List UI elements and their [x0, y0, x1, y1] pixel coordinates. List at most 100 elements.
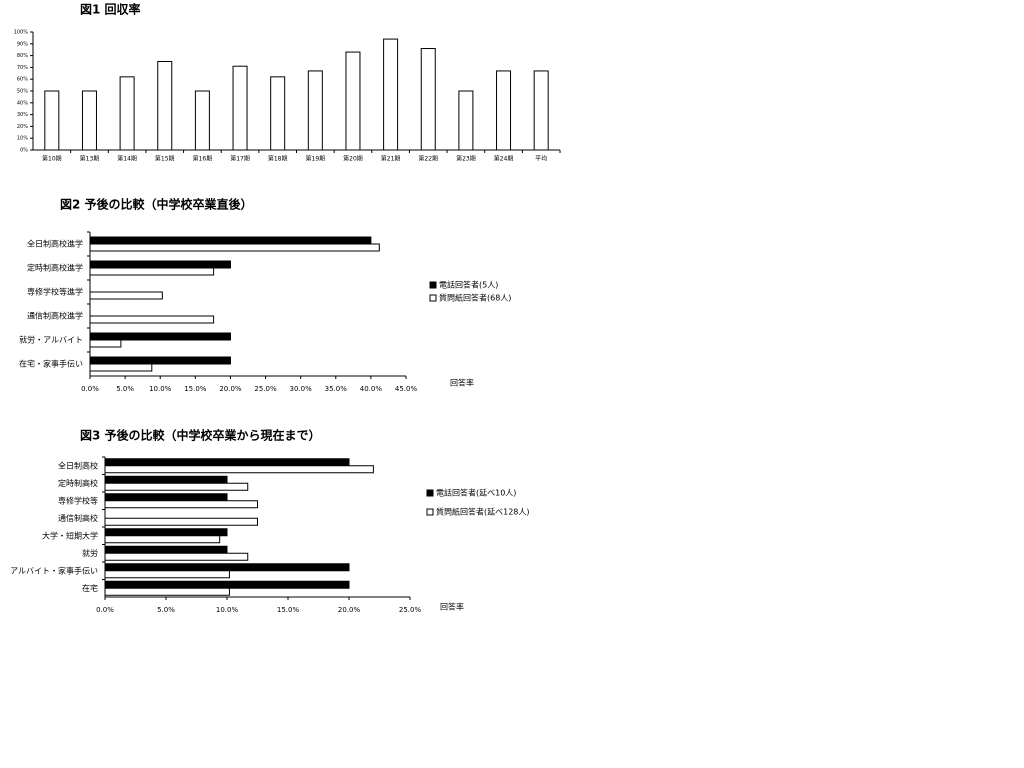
y-tick-label: 30% — [17, 112, 28, 118]
x-tick-label: 20.0% — [219, 385, 242, 393]
legend-label: 電話回答者(延べ10人) — [436, 488, 516, 498]
legend-marker — [426, 489, 434, 497]
bar — [89, 267, 215, 276]
x-tick-label: 第10期 — [42, 155, 62, 163]
x-tick-label: 第24期 — [494, 155, 514, 163]
bar — [104, 563, 350, 572]
bar — [232, 65, 248, 151]
chart-title: 図1 回収率 — [80, 2, 141, 17]
x-tick-label: 30.0% — [290, 385, 313, 393]
bar — [44, 90, 60, 151]
x-tick-label: 第20期 — [343, 155, 363, 163]
bar — [104, 517, 258, 526]
category-label: 通信制高校進学 — [27, 311, 83, 321]
category-label: 通信制高校 — [58, 513, 98, 523]
bar — [496, 70, 512, 151]
bar — [104, 535, 221, 544]
x-tick-label: 第14期 — [117, 155, 137, 163]
bar — [104, 552, 249, 561]
category-label: 定時制高校 — [58, 478, 98, 488]
chart-title: 図2 予後の比較（中学校卒業直後） — [60, 197, 253, 212]
x-tick-label: 0.0% — [96, 606, 114, 614]
x-tick-label: 第21期 — [381, 155, 401, 163]
legend-label: 電話回答者(5人) — [439, 280, 498, 290]
y-tick-label: 90% — [17, 41, 28, 47]
bar — [89, 315, 215, 324]
category-label: 専修学校等進学 — [27, 287, 83, 297]
x-tick-label: 平均 — [535, 155, 547, 163]
x-tick-label: 第17期 — [230, 155, 250, 163]
x-tick-label: 40.0% — [360, 385, 383, 393]
x-tick-label: 10.0% — [149, 385, 172, 393]
x-tick-label: 5.0% — [116, 385, 134, 393]
category-label: 大学・短期大学 — [42, 530, 98, 540]
bar — [119, 76, 135, 151]
bar — [89, 332, 231, 341]
bar — [89, 236, 372, 245]
category-label: 在宅 — [82, 583, 98, 593]
x-tick-label: 25.0% — [399, 606, 422, 614]
bar — [89, 363, 153, 372]
bar — [104, 570, 230, 579]
bar — [89, 243, 380, 252]
bar — [89, 291, 163, 300]
legend-marker — [429, 281, 437, 289]
x-tick-label: 0.0% — [81, 385, 99, 393]
bar — [104, 458, 350, 467]
bar — [104, 528, 228, 537]
bar — [89, 356, 231, 365]
y-tick-label: 60% — [17, 77, 28, 83]
x-tick-label: 35.0% — [325, 385, 348, 393]
category-label: アルバイト・家事手伝い — [10, 565, 98, 575]
bar — [104, 475, 228, 484]
bar — [104, 500, 258, 509]
x-tick-label: 15.0% — [277, 606, 300, 614]
category-label: 就労 — [82, 548, 98, 558]
x-tick-label: 第23期 — [456, 155, 476, 163]
legend-marker — [429, 294, 437, 302]
bar — [420, 48, 436, 151]
bar — [194, 90, 210, 151]
bar — [89, 339, 122, 348]
bar — [383, 38, 399, 151]
x-axis-label: 回答率 — [450, 378, 474, 388]
legend-label: 質問紙回答者(68人) — [439, 293, 511, 303]
y-tick-label: 10% — [17, 136, 28, 142]
category-label: 全日制高校進学 — [27, 239, 83, 249]
x-tick-label: 第18期 — [268, 155, 288, 163]
bar — [104, 587, 230, 596]
bar — [345, 51, 361, 151]
bar — [157, 61, 173, 151]
y-tick-label: 40% — [17, 100, 28, 106]
x-tick-label: 20.0% — [338, 606, 361, 614]
bar — [533, 70, 549, 151]
x-tick-label: 5.0% — [157, 606, 175, 614]
bar — [458, 90, 474, 151]
bar — [81, 90, 97, 151]
x-axis-label: 回答率 — [440, 602, 464, 612]
y-tick-label: 70% — [17, 65, 28, 71]
y-tick-label: 50% — [17, 89, 28, 95]
y-tick-label: 20% — [17, 124, 28, 130]
x-tick-label: 45.0% — [395, 385, 418, 393]
x-tick-label: 10.0% — [216, 606, 239, 614]
y-tick-label: 0% — [20, 148, 28, 154]
bar — [307, 70, 323, 151]
bar — [104, 465, 374, 474]
category-label: 定時制高校進学 — [27, 263, 83, 273]
category-label: 就労・アルバイト — [19, 335, 83, 345]
bar — [104, 545, 228, 554]
x-tick-label: 第22期 — [418, 155, 438, 163]
x-tick-label: 15.0% — [184, 385, 207, 393]
legend-marker — [426, 508, 434, 516]
category-label: 全日制高校 — [58, 460, 98, 470]
x-tick-label: 25.0% — [254, 385, 277, 393]
legend-label: 質問紙回答者(延べ128人) — [436, 507, 530, 517]
category-label: 専修学校等 — [58, 495, 98, 505]
chart-title: 図3 予後の比較（中学校卒業から現在まで） — [80, 428, 321, 443]
x-tick-label: 第16期 — [193, 155, 213, 163]
x-tick-label: 第13期 — [80, 155, 100, 163]
x-tick-label: 第19期 — [306, 155, 326, 163]
bar — [104, 580, 350, 589]
